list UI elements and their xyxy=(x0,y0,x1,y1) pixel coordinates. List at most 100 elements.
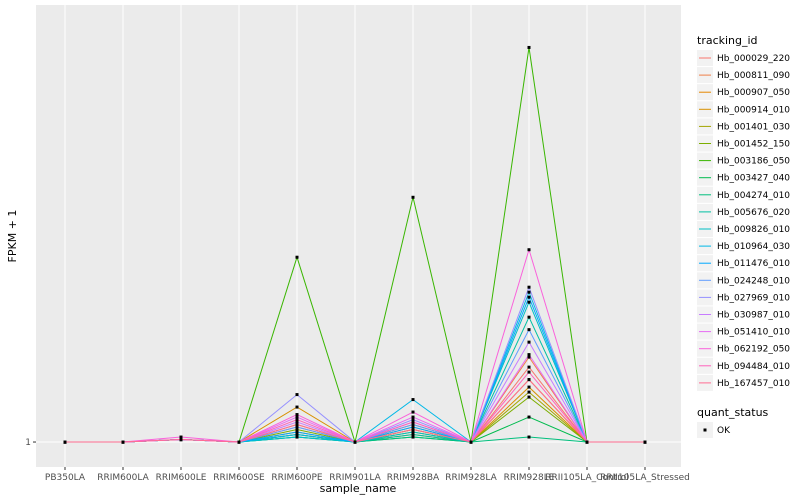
data-point xyxy=(63,440,67,444)
x-tick-label: RRIM928BA xyxy=(387,473,440,483)
x-axis-ticks: PB350LA RRIM600LA RRIM600LE RRIM600SE RRIM60… xyxy=(45,467,690,483)
x-tick-label: RRII105LA_Control xyxy=(545,473,628,483)
data-point xyxy=(411,423,415,427)
data-point xyxy=(121,440,125,444)
y-axis-title: FPKM + 1 xyxy=(6,210,19,263)
data-point xyxy=(411,430,415,434)
data-point xyxy=(411,195,415,199)
x-tick-label: RRIM600PE xyxy=(271,473,323,483)
legend-label: Hb_024248_010 xyxy=(717,276,790,286)
legend-label: Hb_003186_050 xyxy=(717,157,790,167)
x-tick-label: RRII105LA_Stressed xyxy=(600,473,690,483)
data-point xyxy=(527,435,531,439)
data-point xyxy=(527,315,531,319)
data-point xyxy=(527,370,531,374)
data-point xyxy=(295,423,299,427)
legend-label: Hb_000811_090 xyxy=(717,71,790,81)
grid-major xyxy=(36,5,681,467)
legend-label: Hb_005676_020 xyxy=(717,208,790,218)
legend-label: Hb_062192_050 xyxy=(717,345,790,355)
legend-label: Hb_094484_010 xyxy=(717,362,790,372)
data-point xyxy=(527,385,531,389)
data-point xyxy=(295,425,299,429)
data-point xyxy=(527,285,531,289)
legend-label: Hb_011476_010 xyxy=(717,259,790,269)
legend-label: Hb_010964_030 xyxy=(717,242,790,252)
data-point xyxy=(527,328,531,332)
legend-items: Hb_000029_220 Hb_000811_090 Hb_000907_050 H… xyxy=(697,50,790,391)
data-point xyxy=(527,378,531,382)
legend-label: Hb_027969_010 xyxy=(717,293,790,303)
data-point xyxy=(527,248,531,252)
x-tick-label: RRIM600SE xyxy=(213,473,265,483)
legend-label: Hb_001452_150 xyxy=(717,140,790,150)
shape-legend-key xyxy=(703,428,707,432)
data-point xyxy=(469,440,473,444)
data-point xyxy=(237,440,241,444)
data-point xyxy=(527,45,531,49)
data-point xyxy=(295,393,299,397)
data-point xyxy=(527,300,531,304)
data-point xyxy=(411,428,415,432)
plot-panel xyxy=(36,5,681,467)
data-point xyxy=(527,395,531,399)
legend-title: tracking_id xyxy=(697,34,758,47)
data-point xyxy=(295,433,299,437)
legend-label: Hb_000914_010 xyxy=(717,105,790,115)
legend-label: Hb_051410_010 xyxy=(717,328,790,338)
data-point xyxy=(411,420,415,424)
y-tick-label: 1 xyxy=(25,438,31,448)
legend-label: Hb_000907_050 xyxy=(717,88,790,98)
legend-label: Hb_000029_220 xyxy=(717,54,790,64)
data-point xyxy=(527,365,531,369)
data-point xyxy=(527,340,531,344)
data-point xyxy=(411,398,415,402)
x-tick-label: RRIM928LE xyxy=(504,473,555,483)
data-point xyxy=(295,415,299,419)
x-tick-label: RRIM928LA xyxy=(445,473,497,483)
data-point xyxy=(643,440,647,444)
legend-label: Hb_003427_040 xyxy=(717,174,790,184)
y-axis-ticks: 1 xyxy=(25,438,36,448)
x-tick-label: RRIM901LA xyxy=(329,473,381,483)
data-point xyxy=(295,413,299,417)
legend-label: Hb_001401_030 xyxy=(717,122,790,132)
data-point xyxy=(411,418,415,422)
legend: tracking_id Hb_000029_220Hb_000811_090Hb… xyxy=(697,34,790,438)
data-point xyxy=(179,435,183,439)
data-point xyxy=(411,425,415,429)
data-point xyxy=(411,435,415,439)
x-tick-label: PB350LA xyxy=(45,473,86,483)
data-point xyxy=(295,405,299,409)
data-point xyxy=(295,430,299,434)
data-point xyxy=(527,353,531,357)
legend-label: Hb_009826_010 xyxy=(717,225,790,235)
data-point xyxy=(527,295,531,299)
x-axis-title: sample_name xyxy=(320,482,397,495)
legend-label: Hb_167457_010 xyxy=(717,379,790,389)
data-point xyxy=(527,415,531,419)
series-points xyxy=(63,45,647,444)
legend-label: Hb_004274_010 xyxy=(717,191,790,201)
data-point xyxy=(295,428,299,432)
shape-legend-title: quant_status xyxy=(697,406,769,419)
data-point xyxy=(411,433,415,437)
shape-legend-label: OK xyxy=(717,426,731,436)
data-point xyxy=(295,255,299,259)
data-point xyxy=(411,415,415,419)
data-point xyxy=(295,435,299,439)
data-point xyxy=(527,390,531,394)
shape-legend-items: OK xyxy=(697,422,731,438)
data-point xyxy=(585,440,589,444)
data-point xyxy=(527,355,531,359)
data-point xyxy=(295,418,299,422)
x-tick-label: RRIM600LA xyxy=(97,473,149,483)
data-point xyxy=(411,410,415,414)
data-point xyxy=(527,290,531,294)
data-point xyxy=(353,440,357,444)
data-point xyxy=(295,420,299,424)
data-point xyxy=(179,438,183,442)
x-tick-label: RRIM600LE xyxy=(156,473,207,483)
legend-label: Hb_030987_010 xyxy=(717,311,790,321)
